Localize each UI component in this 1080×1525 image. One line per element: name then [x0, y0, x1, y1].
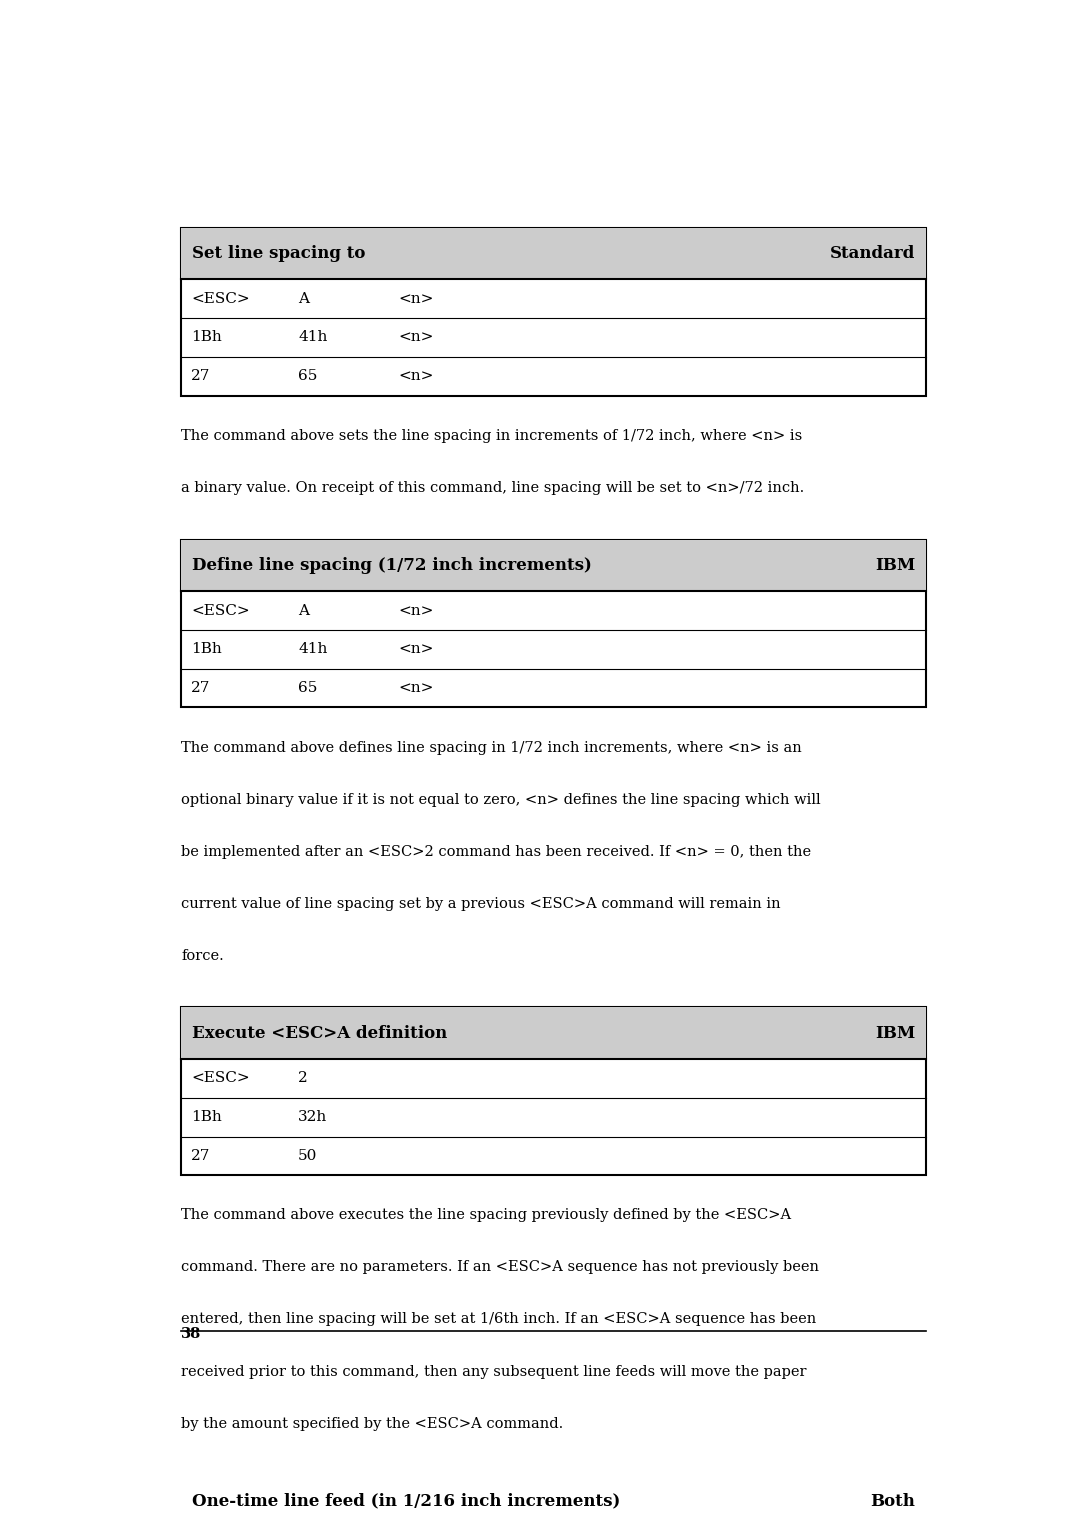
Text: be implemented after an <ESC>2 command has been received. If <n> = 0, then the: be implemented after an <ESC>2 command h…	[181, 845, 811, 859]
Text: Define line spacing (1/72 inch increments): Define line spacing (1/72 inch increment…	[192, 557, 592, 573]
Text: optional binary value if it is not equal to zero, <n> defines the line spacing w: optional binary value if it is not equal…	[181, 793, 821, 807]
Text: 27: 27	[191, 1148, 211, 1164]
Text: The command above executes the line spacing previously defined by the <ESC>A: The command above executes the line spac…	[181, 1208, 792, 1223]
Text: 27: 27	[191, 369, 211, 383]
Text: Set line spacing to: Set line spacing to	[192, 246, 372, 262]
Text: received prior to this command, then any subsequent line feeds will move the pap: received prior to this command, then any…	[181, 1365, 807, 1379]
Text: current value of line spacing set by a previous <ESC>A command will remain in: current value of line spacing set by a p…	[181, 897, 781, 910]
Bar	[181, 540, 926, 708]
Text: The command above sets the line spacing in increments of 1/72 inch, where <n> is: The command above sets the line spacing …	[181, 429, 802, 442]
Text: 41h: 41h	[298, 642, 327, 656]
Text: command. There are no parameters. If an <ESC>A sequence has not previously been: command. There are no parameters. If an …	[181, 1261, 819, 1275]
Text: Both: Both	[870, 1493, 915, 1510]
Bar	[181, 1475, 926, 1525]
Bar	[181, 227, 926, 395]
Text: a binary value. On receipt of this command, line spacing will be set to <n>/72 i: a binary value. On receipt of this comma…	[181, 480, 805, 494]
Text: <ESC>: <ESC>	[191, 291, 249, 305]
Text: <ESC>: <ESC>	[191, 1072, 249, 1086]
Text: force.: force.	[181, 949, 224, 962]
Text: 1Bh: 1Bh	[191, 1110, 221, 1124]
Text: 2: 2	[298, 1072, 308, 1086]
Text: <ESC>: <ESC>	[191, 604, 249, 618]
Text: 65: 65	[298, 369, 318, 383]
Text: IBM: IBM	[875, 1025, 915, 1042]
Text: <n>: <n>	[399, 369, 434, 383]
Text: entered, then line spacing will be set at 1/6th inch. If an <ESC>A sequence has : entered, then line spacing will be set a…	[181, 1313, 816, 1327]
Text: 1Bh: 1Bh	[191, 331, 221, 345]
Text: 50: 50	[298, 1148, 318, 1164]
Text: One-time line feed (in 1/216 inch increments): One-time line feed (in 1/216 inch increm…	[192, 1493, 620, 1510]
Text: 41h: 41h	[298, 331, 327, 345]
Bar	[181, 1008, 926, 1058]
Text: <n>: <n>	[399, 291, 434, 305]
Bar	[181, 540, 926, 592]
Text: <n>: <n>	[399, 642, 434, 656]
Text: by the amount specified by the <ESC>A command.: by the amount specified by the <ESC>A co…	[181, 1417, 564, 1430]
Bar	[181, 1475, 926, 1525]
Text: 32h: 32h	[298, 1110, 327, 1124]
Text: A: A	[298, 291, 309, 305]
Text: A: A	[298, 604, 309, 618]
Text: <n>: <n>	[399, 604, 434, 618]
Text: IBM: IBM	[875, 557, 915, 573]
Text: Standard: Standard	[829, 246, 915, 262]
Bar	[181, 227, 926, 279]
Text: <n>: <n>	[399, 331, 434, 345]
Text: 38: 38	[181, 1327, 201, 1340]
Bar	[181, 1008, 926, 1176]
Text: 27: 27	[191, 682, 211, 695]
Text: Execute <ESC>A definition: Execute <ESC>A definition	[192, 1025, 447, 1042]
Text: The command above defines line spacing in 1/72 inch increments, where <n> is an: The command above defines line spacing i…	[181, 741, 801, 755]
Text: <n>: <n>	[399, 682, 434, 695]
Text: 65: 65	[298, 682, 318, 695]
Text: 1Bh: 1Bh	[191, 642, 221, 656]
